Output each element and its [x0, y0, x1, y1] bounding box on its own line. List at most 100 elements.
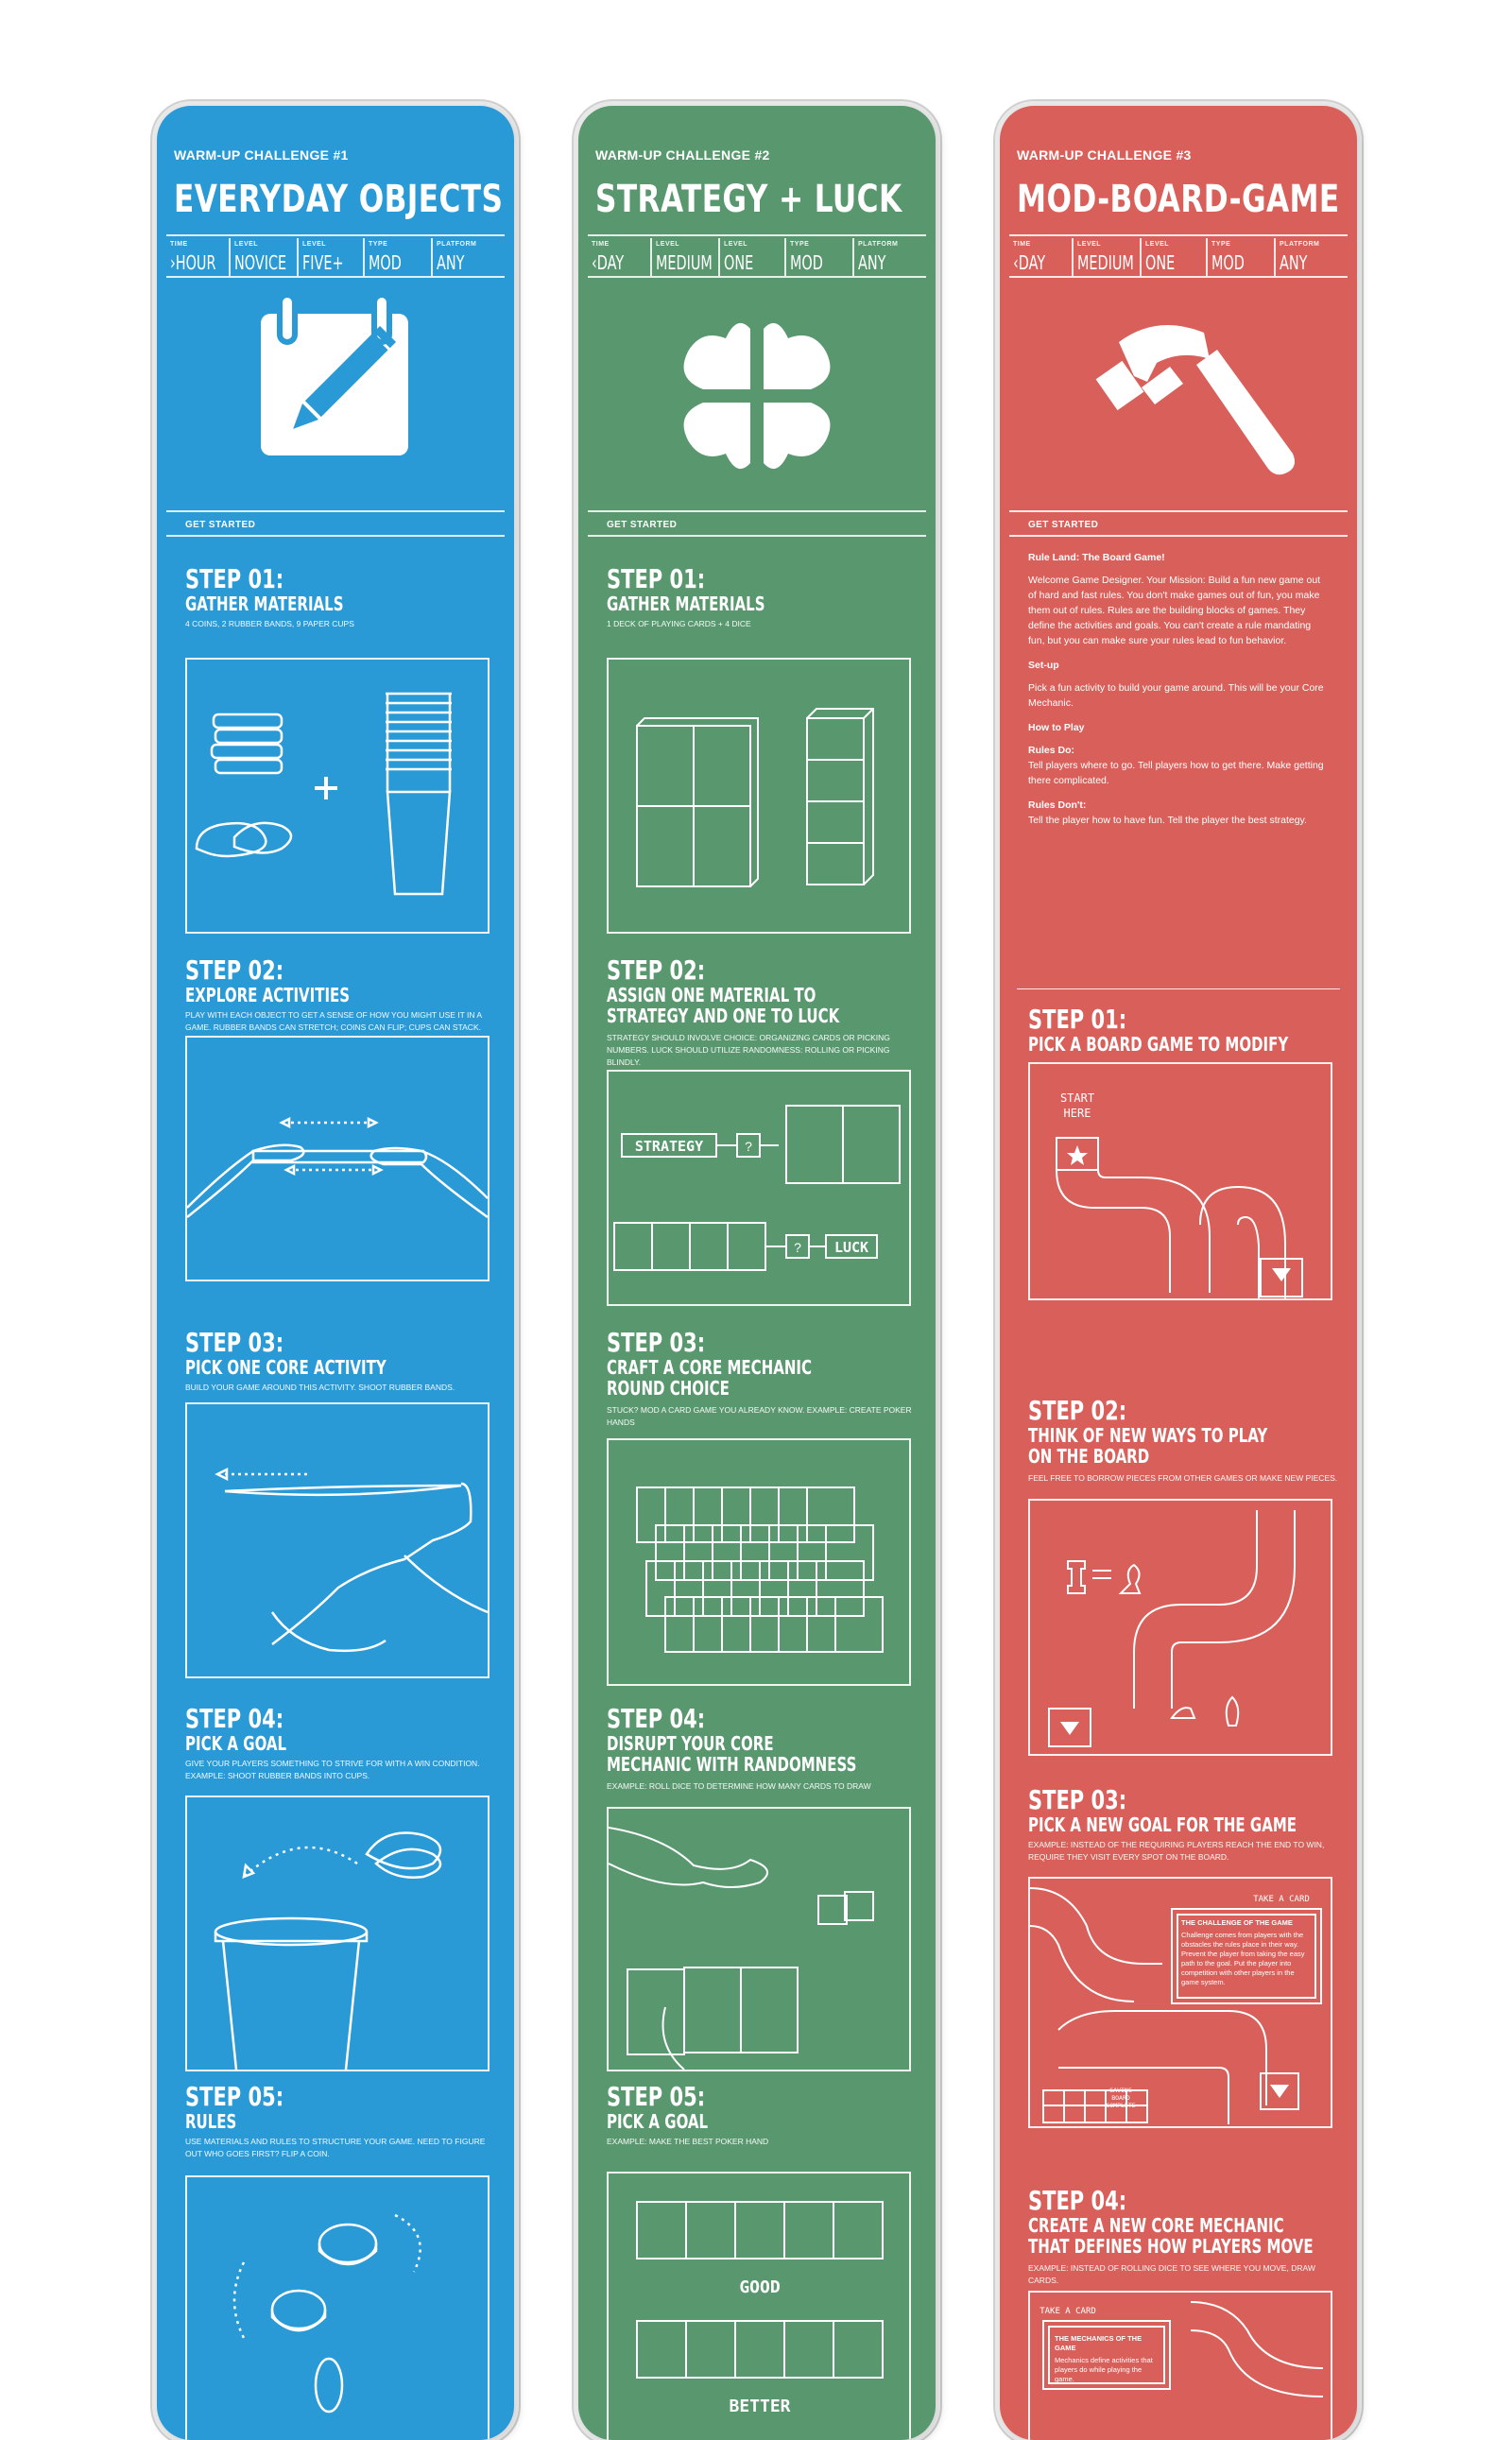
rules-dont-heading: Rules Don't:: [1028, 799, 1087, 811]
clover-icon: [588, 276, 926, 503]
challenge-card-everyday-objects: WARM-UP CHALLENGE #1 EVERYDAY OBJECTS TI…: [157, 106, 514, 2440]
meta-type: MOD: [369, 251, 402, 274]
card-kicker: WARM-UP CHALLENGE #2: [595, 147, 770, 163]
step-number: STEP 04:: [607, 1703, 706, 1734]
step-number: STEP 02:: [607, 954, 706, 986]
step-number: STEP 03:: [607, 1327, 706, 1358]
meta-level: MEDIUM: [1077, 251, 1134, 274]
meta-level: MEDIUM: [656, 251, 713, 274]
step-desc: GIVE YOUR PLAYERS SOMETHING TO STRIVE FO…: [185, 1759, 480, 1780]
step-illustration-cards-dice: [607, 658, 911, 934]
step-illustration-new-goal: TAKE A CARD THE CHALLENGE OF THE GAME Ch…: [1028, 1877, 1332, 2128]
step-illustration-stretch-band: [185, 1036, 490, 1281]
step-title-line2: MECHANIC WITH RANDOMNESS: [607, 1753, 857, 1776]
take-card-label: TAKE A CARD: [1253, 1895, 1310, 1904]
step-desc: EXAMPLE: ROLL DICE TO DETERMINE HOW MANY…: [607, 1781, 871, 1791]
step-illustration-roll-dice: [607, 1807, 911, 2071]
challenge-body: Challenge comes from players with the ob…: [1181, 1931, 1305, 1986]
step-desc: USE MATERIALS AND RULES TO STRUCTURE YOU…: [185, 2137, 486, 2158]
step-title-line2: THAT DEFINES HOW PLAYERS MOVE: [1028, 2235, 1314, 2258]
good-label: GOOD: [739, 2277, 781, 2297]
meta-row: TIME ›HOUR LEVEL NOVICE LEVEL FIVE+ TYPE MOD…: [166, 238, 505, 276]
rules-dont-body: Tell the player how to have fun. Tell th…: [1028, 815, 1307, 826]
meta-row: TIME ‹DAY LEVEL MEDIUM LEVEL ONE TYPE MOD PL…: [1009, 238, 1348, 276]
step-illustration-new-mechanic: TAKE A CARD THE MECHANICS OF THE GAME Me…: [1028, 2291, 1332, 2440]
step-illustration-poker-hands: GOOD BETTER: [607, 2172, 911, 2440]
meta-platform: ANY: [437, 251, 465, 274]
step-desc: STUCK? MOD A CARD GAME YOU ALREADY KNOW.…: [607, 1405, 912, 1427]
board-complete-label: BOARD: [1111, 2094, 1130, 2102]
step-title: PICK A BOARD GAME TO MODIFY: [1028, 1033, 1289, 1056]
card-kicker: WARM-UP CHALLENGE #3: [1017, 147, 1192, 163]
challenge-card-mod-board-game: WARM-UP CHALLENGE #3 MOD-BOARD-GAME TIME…: [1000, 106, 1357, 2440]
step-title: ASSIGN ONE MATERIAL TO: [607, 984, 816, 1006]
step-illustration-materials: [185, 658, 490, 934]
step-title: CRAFT A CORE MECHANIC: [607, 1356, 812, 1379]
step-title: PICK A GOAL: [607, 2110, 709, 2133]
how-to-play-heading: How to Play: [1028, 722, 1085, 733]
step-title: PICK A NEW GOAL FOR THE GAME: [1028, 1813, 1297, 1836]
step-illustration-strategy-luck: STRATEGY ? ? LUCK: [607, 1070, 911, 1306]
get-started-label: GET STARTED: [607, 520, 678, 530]
meta-players: ONE: [724, 251, 754, 274]
step-number: STEP 05:: [607, 2081, 706, 2112]
step-title: THINK OF NEW WAYS TO PLAY: [1028, 1424, 1268, 1447]
step-number: STEP 01:: [1028, 1004, 1127, 1035]
card-kicker: WARM-UP CHALLENGE #1: [174, 147, 349, 163]
meta-type: MOD: [790, 251, 823, 274]
step-desc: PLAY WITH EACH OBJECT TO GET A SENSE OF …: [185, 1010, 482, 1032]
strategy-label: STRATEGY: [635, 1138, 703, 1155]
meta-level: NOVICE: [234, 251, 287, 274]
rules-do-heading: Rules Do:: [1028, 745, 1075, 756]
step-desc: BUILD YOUR GAME AROUND THIS ACTIVITY. SH…: [185, 1383, 455, 1392]
meta-time: ‹DAY: [1013, 251, 1046, 274]
step-title: PICK A GOAL: [185, 1732, 287, 1755]
board-complete-label: COMPLETE: [1106, 2102, 1136, 2109]
step-number: STEP 04:: [1028, 2185, 1127, 2216]
start-label: START: [1060, 1091, 1094, 1105]
meta-time: ‹DAY: [592, 251, 625, 274]
mechanics-body: Mechanics define activities that players…: [1055, 2356, 1153, 2383]
take-card-label: TAKE A CARD: [1040, 2307, 1096, 2316]
step-desc: STRATEGY SHOULD INVOLVE CHOICE: ORGANIZI…: [607, 1033, 890, 1067]
meta-players: ONE: [1145, 251, 1176, 274]
setup-heading: Set-up: [1028, 660, 1059, 671]
step-number: STEP 05:: [185, 2081, 284, 2112]
step-number: STEP 03:: [1028, 1784, 1127, 1815]
step-title-line2: ON THE BOARD: [1028, 1445, 1150, 1468]
step-title: DISRUPT YOUR CORE: [607, 1732, 774, 1755]
card-title: MOD-BOARD-GAME: [1017, 178, 1340, 221]
step-number: STEP 02:: [185, 954, 284, 986]
hammer-icon: [1009, 276, 1348, 503]
question-mark: ?: [745, 1139, 752, 1154]
here-label: HERE: [1064, 1107, 1091, 1120]
step-illustration-cup-goal: [185, 1796, 490, 2071]
step-number: STEP 02:: [1028, 1395, 1127, 1426]
challenge-card-strategy-luck: WARM-UP CHALLENGE #2 STRATEGY + LUCK TIM…: [578, 106, 936, 2440]
setup-body: Pick a fun activity to build your game a…: [1028, 682, 1324, 709]
rules-do-body: Tell players where to go. Tell players h…: [1028, 760, 1324, 786]
step-illustration-board-start: START HERE: [1028, 1062, 1332, 1300]
get-started-label: GET STARTED: [185, 520, 256, 530]
step-illustration-card-rows: [607, 1438, 911, 1686]
step-title-line2: ROUND CHOICE: [607, 1377, 730, 1400]
meta-players: FIVE+: [302, 251, 344, 274]
calendar-pencil-icon: [166, 276, 505, 503]
meta-row: TIME ‹DAY LEVEL MEDIUM LEVEL ONE TYPE MOD PL…: [588, 238, 926, 276]
challenge-title: THE CHALLENGE OF THE GAME: [1181, 1918, 1293, 1927]
card-title: STRATEGY + LUCK: [595, 178, 902, 221]
step-desc: EXAMPLE: MAKE THE BEST POKER HAND: [607, 2137, 769, 2146]
step-title: EXPLORE ACTIVITIES: [185, 984, 351, 1006]
divider: [166, 234, 505, 236]
meta-platform: ANY: [1280, 251, 1308, 274]
intro-heading: Rule Land: The Board Game!: [1028, 552, 1165, 563]
meta-type: MOD: [1211, 251, 1245, 274]
step-illustration-new-pieces: [1028, 1499, 1332, 1756]
luck-label: LUCK: [834, 1239, 868, 1256]
better-label: BETTER: [729, 2397, 790, 2416]
step-desc: EXAMPLE: INSTEAD OF THE REQUIRING PLAYER…: [1028, 1840, 1325, 1862]
step-desc: EXAMPLE: INSTEAD OF ROLLING DICE TO SEE …: [1028, 2263, 1315, 2285]
board-complete-label: SAVING: [1109, 2087, 1132, 2094]
step-number: STEP 01:: [607, 563, 706, 594]
get-started-label: GET STARTED: [1028, 520, 1099, 530]
